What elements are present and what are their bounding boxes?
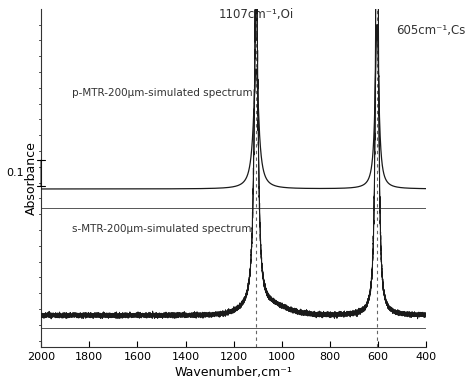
Text: p-MTR-200μm-simulated spectrum: p-MTR-200μm-simulated spectrum xyxy=(72,88,253,98)
Y-axis label: Absorbance: Absorbance xyxy=(25,141,38,215)
Text: 605cm⁻¹,Cs: 605cm⁻¹,Cs xyxy=(396,24,465,37)
Text: 0.1: 0.1 xyxy=(6,168,24,178)
X-axis label: Wavenumber,cm⁻¹: Wavenumber,cm⁻¹ xyxy=(175,366,292,379)
Text: 1107cm⁻¹,Oi: 1107cm⁻¹,Oi xyxy=(219,8,294,22)
Text: s-MTR-200μm-simulated spectrum: s-MTR-200μm-simulated spectrum xyxy=(72,223,251,234)
